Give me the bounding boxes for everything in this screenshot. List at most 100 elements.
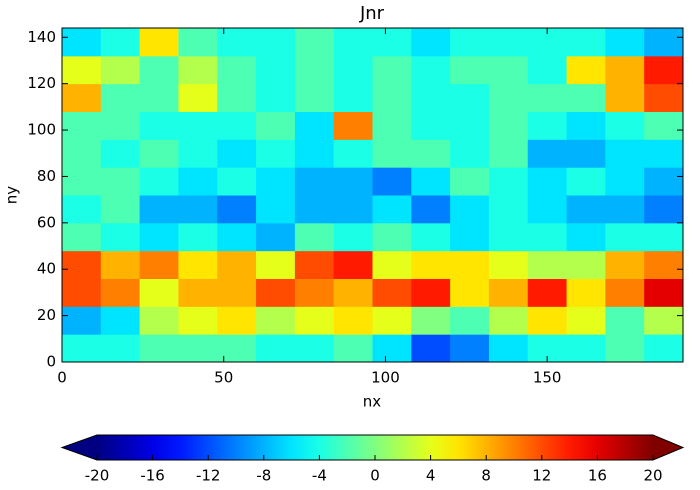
heatmap-cell [256,306,296,335]
heatmap-cell [217,250,257,279]
heatmap-cell [488,139,529,168]
heatmap-cell [294,28,335,57]
heatmap-cell [644,306,684,335]
heatmap-cell [139,55,179,85]
heatmap-cell [139,334,179,363]
heatmap-cell [488,306,529,335]
heatmap-cell [488,83,529,112]
heatmap-cell [178,111,218,140]
colorbar-tick-label: -8 [256,467,271,485]
heatmap-cell [62,139,102,168]
heatmap-cell [100,111,141,140]
heatmap-cell [644,334,684,363]
heatmap-cell [62,55,102,85]
heatmap-cell [605,222,645,252]
heatmap-cell [644,83,684,112]
heatmap-cell [294,195,335,224]
y-tick-label: 120 [27,74,56,92]
heatmap-cell [100,195,141,224]
heatmap-cell [62,278,102,307]
heatmap-cell [566,334,606,363]
heatmap-cell [256,83,296,112]
heatmap-cell [217,195,257,224]
colorbar-extend-low [62,435,97,460]
heatmap-cell [450,306,490,335]
heatmap-cell [294,222,335,252]
heatmap-cell [100,28,141,57]
heatmap-cell [411,111,451,140]
heatmap-cell [411,167,451,196]
heatmap-cell [139,278,179,307]
heatmap-cell [333,111,373,140]
heatmap-cell [527,278,568,307]
heatmap-cell [644,55,684,85]
heatmap-cell [372,222,412,252]
heatmap-cell [605,83,645,112]
heatmap-cell [411,250,451,279]
y-tick-label: 100 [27,121,56,139]
heatmap-cell [139,139,179,168]
heatmap-cell [333,167,373,196]
colorbar-tick-label: 4 [426,467,436,485]
heatmap-cell [450,139,490,168]
heatmap-cell [372,278,412,307]
heatmap-cell [527,83,568,112]
heatmap-cell [644,139,684,168]
heatmap-cell [372,111,412,140]
heatmap-cell [217,28,257,57]
heatmap-cell [139,28,179,57]
heatmap-cell [62,167,102,196]
colorbar-tick-label: 20 [643,467,662,485]
heatmap-cell [256,195,296,224]
x-tick-label: 0 [57,369,67,387]
heatmap-cell [100,55,141,85]
heatmap-cell [527,195,568,224]
heatmap-cell [527,222,568,252]
heatmap-cell [178,334,218,363]
y-tick-label: 80 [37,167,56,185]
heatmap-cell [450,111,490,140]
heatmap-cell [178,139,218,168]
heatmap-cell [333,139,373,168]
heatmap-cell [100,222,141,252]
heatmap-cell [217,222,257,252]
x-tick-label: 100 [371,369,400,387]
heatmap-cell [217,278,257,307]
heatmap-cell [178,306,218,335]
heatmap-cell [372,83,412,112]
heatmap-cell [411,306,451,335]
heatmap-cell [411,28,451,57]
heatmap-cell [372,334,412,363]
heatmap-cell [605,139,645,168]
colorbar-tick-label: -12 [196,467,221,485]
y-tick-label: 40 [37,260,56,278]
heatmap-cell [178,222,218,252]
chart-title: Jnr [359,3,385,24]
heatmap-cell [139,250,179,279]
heatmap-cell [294,83,335,112]
heatmap-cell [450,83,490,112]
colorbar-extend-high [653,435,683,460]
heatmap-cell [566,278,606,307]
x-tick-label: 150 [533,369,562,387]
heatmap-cell [100,83,141,112]
heatmap-cell [294,334,335,363]
heatmap-cell [256,278,296,307]
heatmap-cell [372,28,412,57]
plot-frame [61,27,684,363]
colorbar-tick-label: -16 [140,467,165,485]
heatmap-cell [62,306,102,335]
heatmap-cell [488,250,529,279]
heatmap-cell [450,334,490,363]
heatmap-cell [62,250,102,279]
heatmap-cell [256,28,296,57]
heatmap-cell [411,278,451,307]
heatmap-cell [62,334,102,363]
heatmap-cell [333,334,373,363]
heatmap-cell [527,111,568,140]
colorbar-tick-label: -20 [85,467,110,485]
heatmap-cell [566,306,606,335]
heatmap-cell [333,278,373,307]
heatmap-cell [644,250,684,279]
